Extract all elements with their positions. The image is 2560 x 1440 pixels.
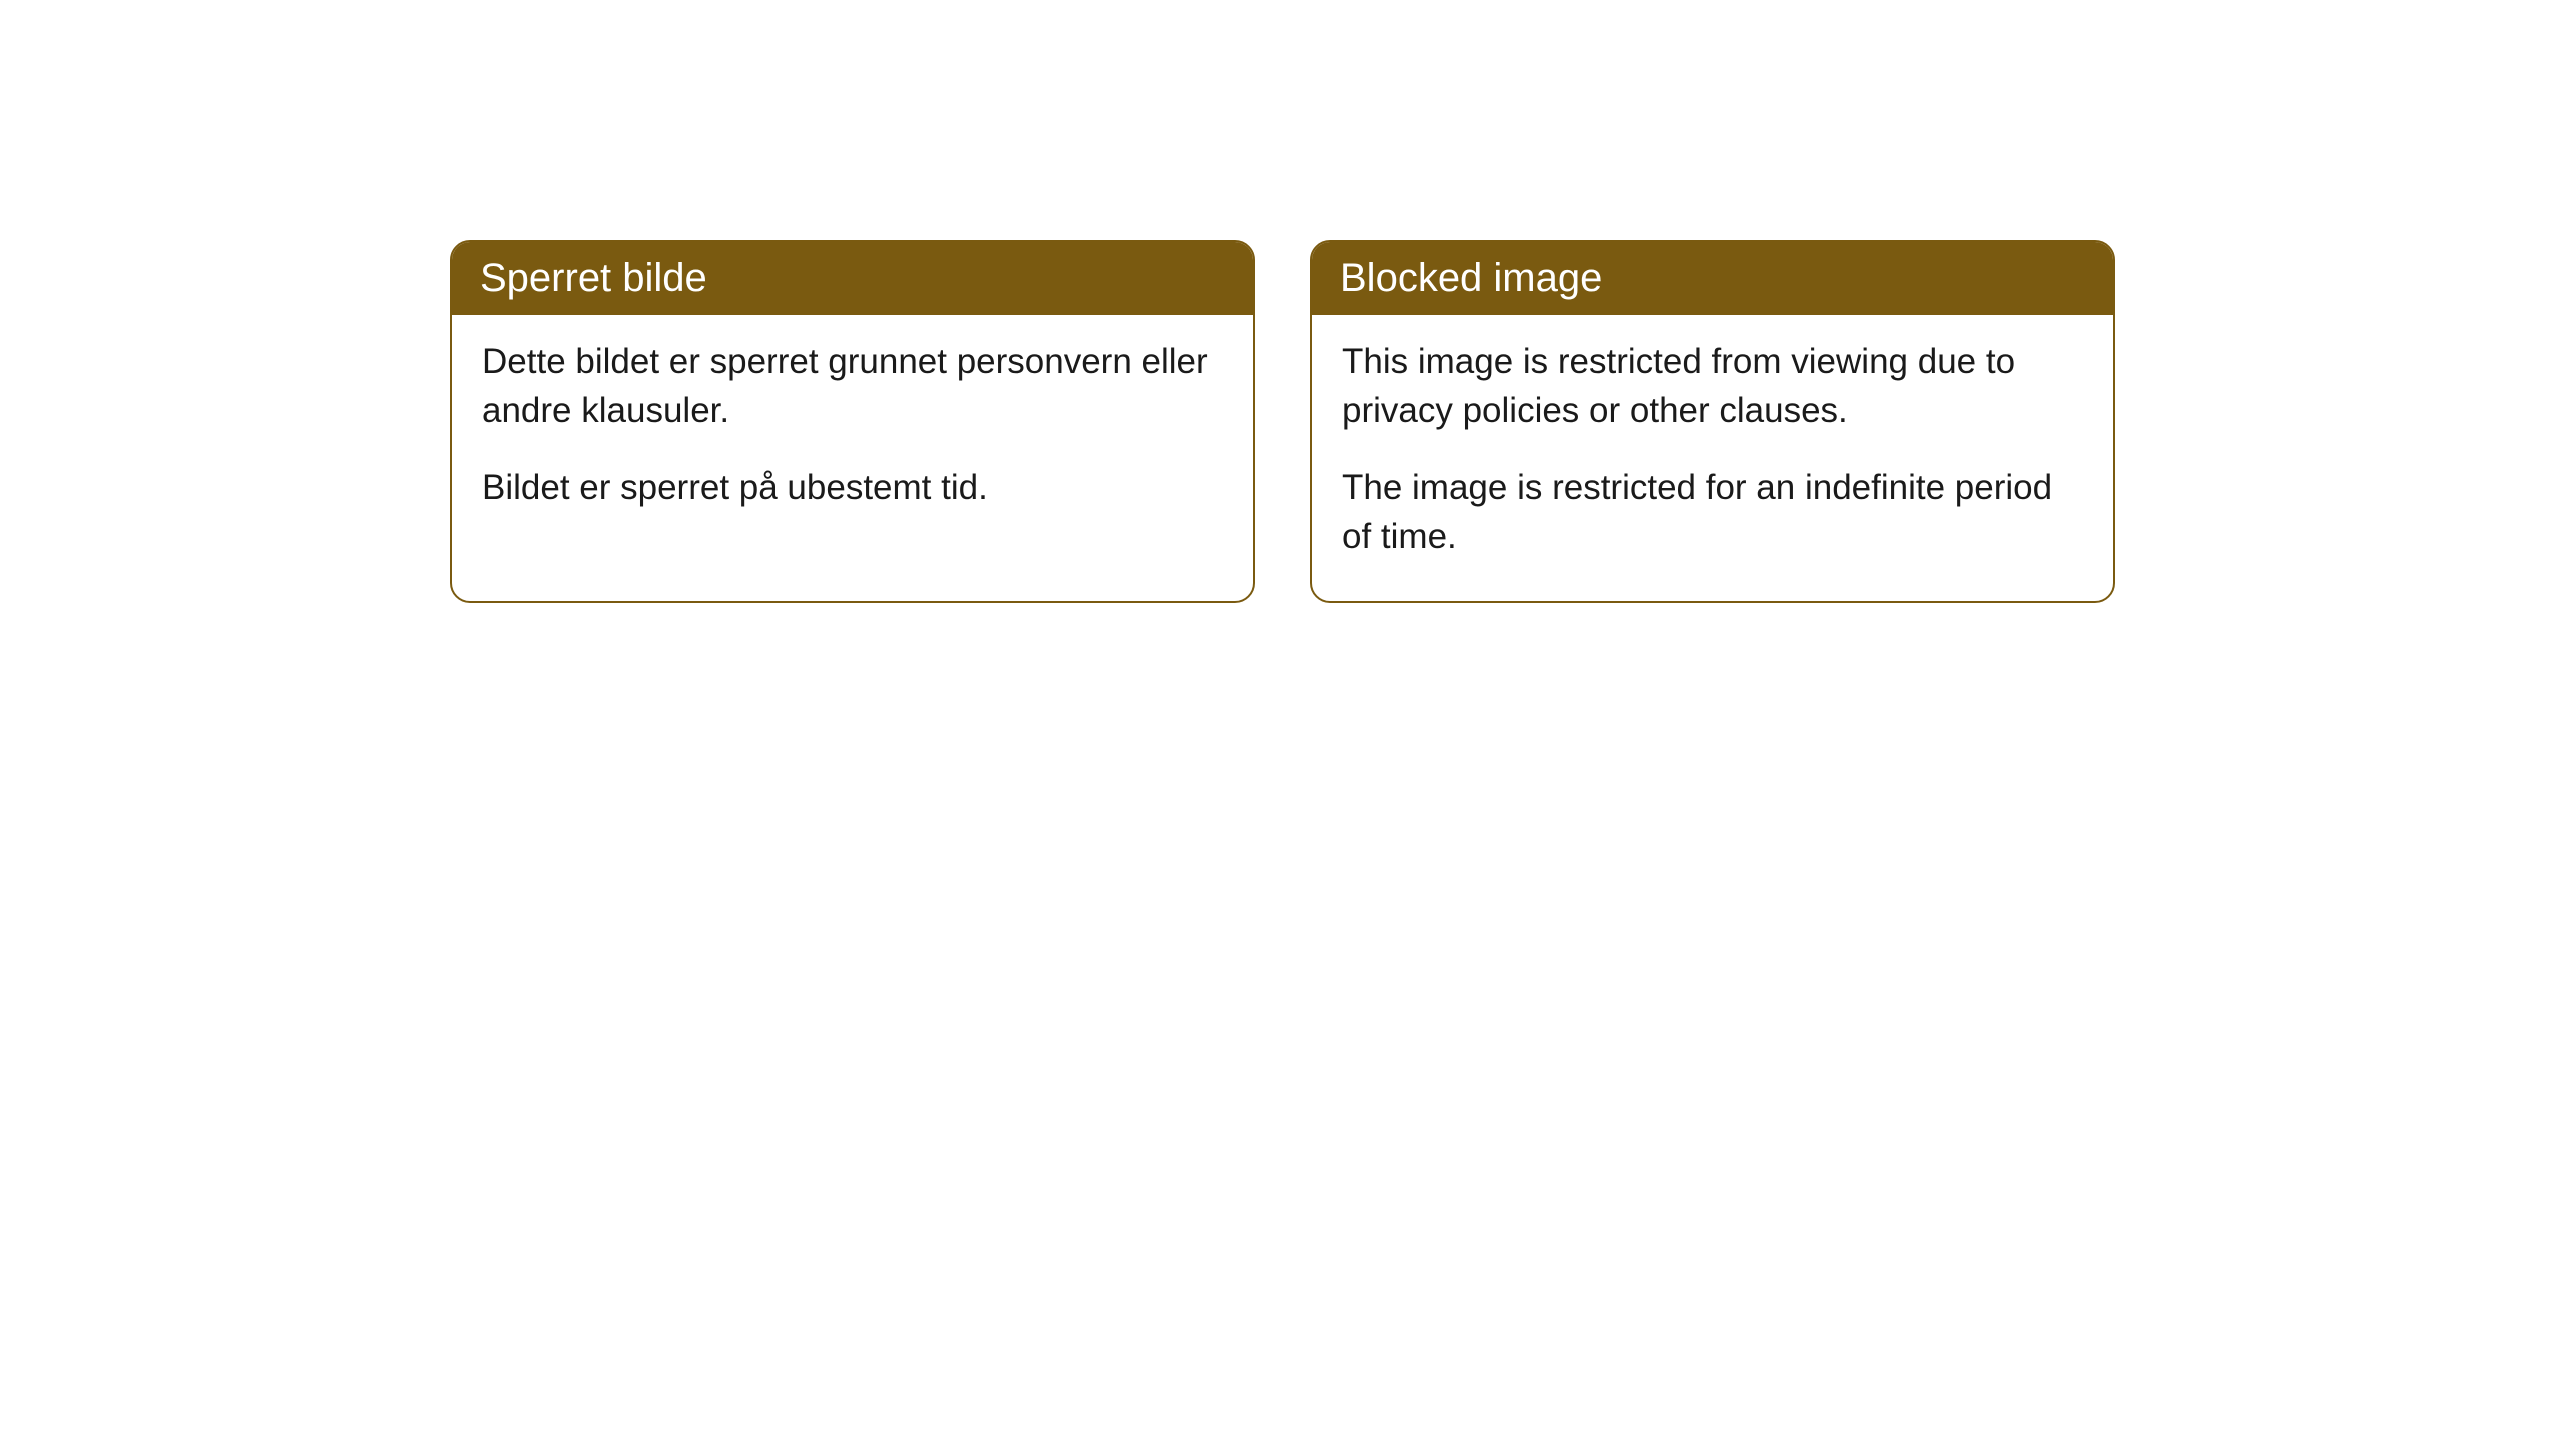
card-body-en: This image is restricted from viewing du… [1312,315,2113,601]
card-text-en-1: This image is restricted from viewing du… [1342,337,2083,435]
card-header-en: Blocked image [1312,242,2113,315]
card-body-no: Dette bildet er sperret grunnet personve… [452,315,1253,552]
card-text-no-1: Dette bildet er sperret grunnet personve… [482,337,1223,435]
card-text-no-2: Bildet er sperret på ubestemt tid. [482,463,1223,512]
card-text-en-2: The image is restricted for an indefinit… [1342,463,2083,561]
blocked-image-card-no: Sperret bilde Dette bildet er sperret gr… [450,240,1255,603]
notice-cards-container: Sperret bilde Dette bildet er sperret gr… [0,0,2560,603]
blocked-image-card-en: Blocked image This image is restricted f… [1310,240,2115,603]
card-header-no: Sperret bilde [452,242,1253,315]
